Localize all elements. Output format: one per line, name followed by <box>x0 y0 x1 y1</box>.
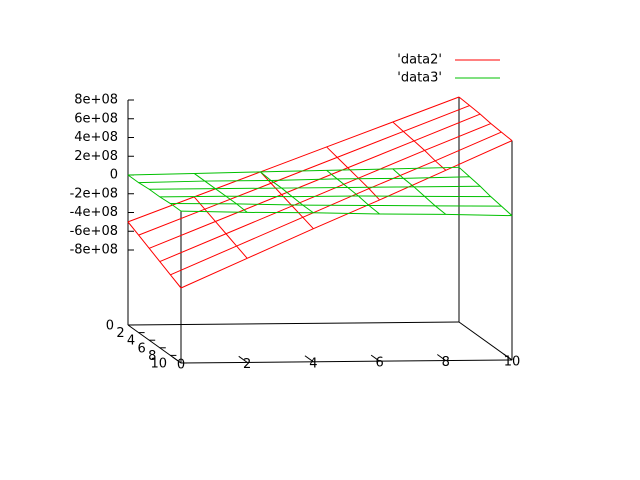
surface-column <box>458 96 513 142</box>
z-tick-label: 8e+08 <box>74 93 118 108</box>
surface-column <box>326 146 380 201</box>
x-tick <box>370 354 380 362</box>
surface-row <box>159 123 491 263</box>
x-tick <box>437 354 447 362</box>
surface-row <box>138 105 470 236</box>
surface-row <box>170 131 502 276</box>
x-tick <box>503 353 513 361</box>
surface-row <box>127 96 460 223</box>
z-tick-label: -4e+08 <box>70 205 118 220</box>
z-tick-label: 6e+08 <box>74 111 118 126</box>
z-tick-label: -2e+08 <box>70 186 118 201</box>
y-tick-label: 4 <box>127 334 135 349</box>
x-tick-label: 4 <box>309 356 317 371</box>
surface-row <box>170 203 502 207</box>
x-tick <box>172 356 182 364</box>
y-tick-label: 8 <box>148 349 156 364</box>
legend-label: 'data2' <box>397 53 442 68</box>
base-edge <box>127 324 182 364</box>
surface-row <box>180 140 513 289</box>
surface-row <box>159 195 491 198</box>
surface-row <box>149 113 481 249</box>
base-edge <box>127 321 460 326</box>
surface-column <box>458 166 513 216</box>
base-edge <box>180 359 513 364</box>
x-tick <box>304 355 314 363</box>
surface-column <box>193 196 248 259</box>
surface-row <box>138 176 470 184</box>
surface-row <box>149 185 481 190</box>
surface-column <box>392 121 447 171</box>
surface-column <box>127 174 182 212</box>
y-tick-label: 0 <box>106 319 114 334</box>
y-tick-label: 10 <box>150 357 167 372</box>
surface-column <box>260 171 314 230</box>
legend-label: 'data3' <box>397 71 442 86</box>
surface-row <box>180 210 513 217</box>
x-tick-label: 10 <box>504 355 521 370</box>
x-tick-label: 6 <box>375 356 383 371</box>
x-tick-label: 8 <box>442 355 450 370</box>
z-tick-label: 2e+08 <box>74 149 118 164</box>
surface-column <box>392 168 447 215</box>
surface-column <box>260 171 314 214</box>
y-tick-label: 6 <box>138 341 146 356</box>
z-tick-label: -8e+08 <box>70 243 118 258</box>
surface-column <box>326 169 380 215</box>
x-tick-label: 0 <box>177 358 185 373</box>
x-tick <box>238 355 248 363</box>
y-tick-label: 2 <box>116 326 124 341</box>
z-tick-label: 4e+08 <box>74 130 118 145</box>
z-tick-label: -6e+08 <box>70 224 118 239</box>
surface-column <box>127 221 182 289</box>
base-edge <box>458 321 513 361</box>
x-tick-label: 2 <box>243 357 251 372</box>
z-tick-label: 0 <box>110 168 118 183</box>
surface-column <box>193 173 248 213</box>
surface-row <box>127 166 460 176</box>
